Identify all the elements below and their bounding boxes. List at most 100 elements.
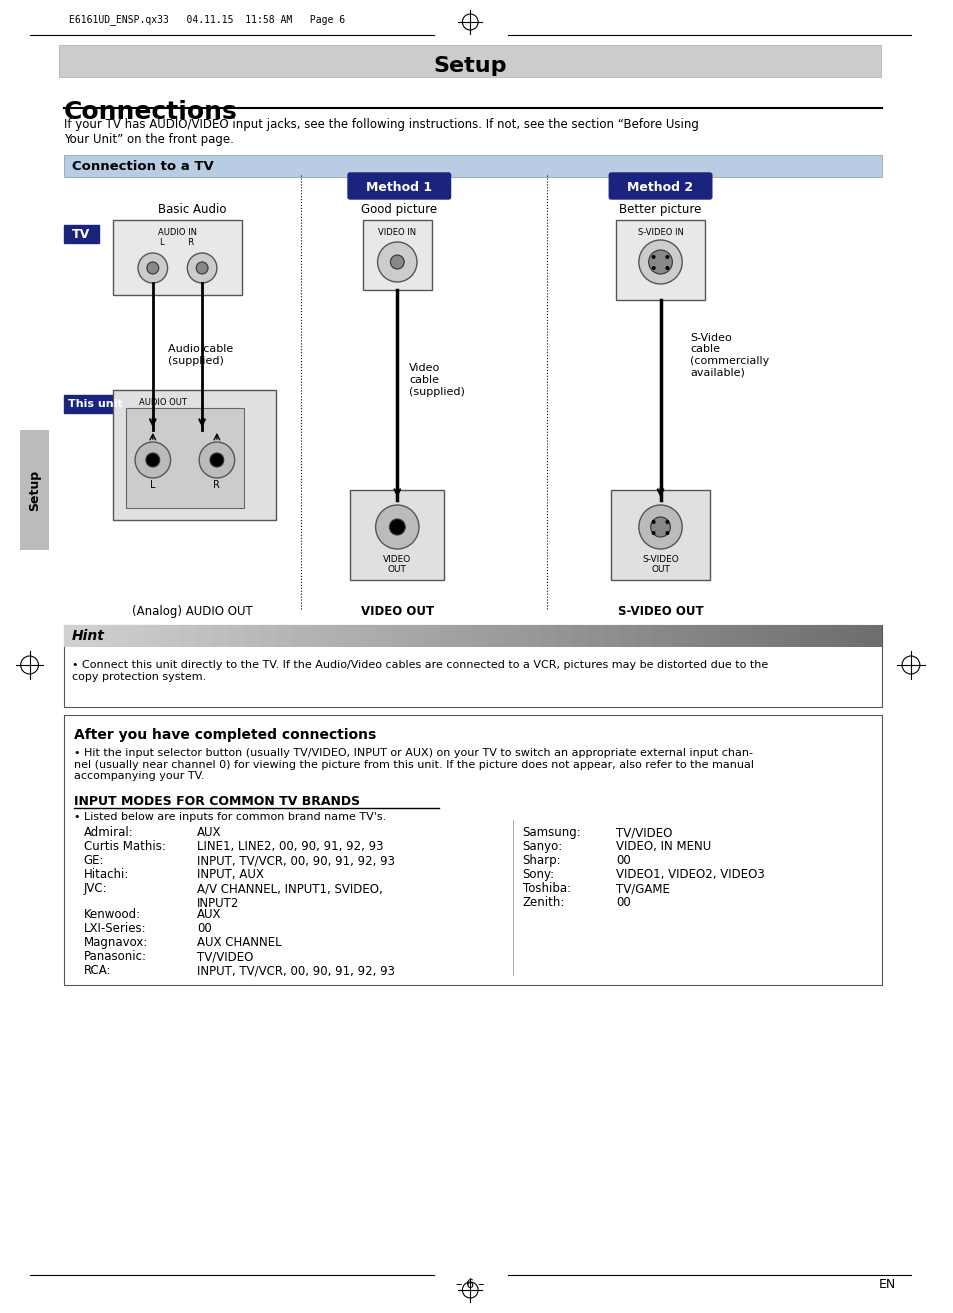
Text: Panasonic:: Panasonic: [84,951,147,962]
Bar [555,625,571,647]
Bar [64,225,98,243]
Bar [522,625,538,647]
Text: AUDIO IN
L         R: AUDIO IN L R [158,228,196,247]
Text: INPUT, TV/VCR, 00, 90, 91, 92, 93: INPUT, TV/VCR, 00, 90, 91, 92, 93 [197,853,395,867]
Text: AUX: AUX [197,909,221,920]
Text: Curtis Mathis:: Curtis Mathis: [84,840,166,853]
Bar [178,625,194,647]
Text: (Analog) AUDIO OUT: (Analog) AUDIO OUT [132,605,253,618]
Text: Connections: Connections [64,100,237,123]
Bar [701,625,718,647]
Text: 00: 00 [616,895,630,909]
Circle shape [210,453,224,467]
Bar [162,625,178,647]
Text: VIDEO
OUT: VIDEO OUT [383,555,411,574]
Circle shape [648,249,672,274]
Bar [603,625,619,647]
Text: Setup: Setup [433,56,506,76]
Bar [20,429,50,550]
Bar [260,625,276,647]
Text: LINE1, LINE2, 00, 90, 91, 92, 93: LINE1, LINE2, 00, 90, 91, 92, 93 [197,840,383,853]
Bar [244,625,260,647]
Bar [212,625,228,647]
Bar [783,625,800,647]
Text: Connection to a TV: Connection to a TV [71,159,213,172]
Text: If your TV has AUDIO/VIDEO input jacks, see the following instructions. If not, : If your TV has AUDIO/VIDEO input jacks, … [64,118,699,146]
Bar [375,625,391,647]
Bar [96,625,113,647]
Text: Basic Audio: Basic Audio [158,204,226,217]
Bar [718,625,735,647]
Circle shape [375,506,418,549]
Text: Sharp:: Sharp: [522,853,560,867]
Bar [456,625,473,647]
Text: INPUT, TV/VCR, 00, 90, 91, 92, 93: INPUT, TV/VCR, 00, 90, 91, 92, 93 [197,964,395,977]
Text: AUDIO OUT: AUDIO OUT [138,398,187,407]
Circle shape [665,530,669,534]
Bar [130,625,146,647]
Text: Toshiba:: Toshiba: [522,882,570,895]
Text: INPUT MODES FOR COMMON TV BRANDS: INPUT MODES FOR COMMON TV BRANDS [74,794,359,807]
Bar [489,625,505,647]
Bar [669,625,685,647]
Circle shape [651,255,655,259]
Circle shape [377,242,416,282]
Bar [326,625,342,647]
Text: LXI-Series:: LXI-Series: [84,922,146,935]
Circle shape [665,520,669,524]
Bar [59,45,881,77]
Text: S-Video
cable
(commercially
available): S-Video cable (commercially available) [689,332,768,377]
Bar [832,625,849,647]
Bar [800,625,816,647]
Bar [735,625,751,647]
Bar [440,625,456,647]
Circle shape [651,520,655,524]
Bar [358,625,375,647]
Circle shape [199,442,234,478]
Text: Method 2: Method 2 [627,180,693,193]
Bar [767,625,783,647]
Bar [64,625,882,647]
Text: TV: TV [71,227,90,240]
Bar [751,625,767,647]
Bar [64,395,128,414]
Bar [64,716,882,985]
FancyBboxPatch shape [609,173,711,200]
Text: Video
cable
(supplied): Video cable (supplied) [409,364,464,397]
Text: 00: 00 [197,922,212,935]
Bar [113,221,241,295]
Bar [126,408,244,508]
Text: Zenith:: Zenith: [522,895,564,909]
Text: S-VIDEO
OUT: S-VIDEO OUT [641,555,679,574]
Text: A/V CHANNEL, INPUT1, SVIDEO,
INPUT2: A/V CHANNEL, INPUT1, SVIDEO, INPUT2 [197,882,382,910]
Text: Sony:: Sony: [522,868,554,881]
Text: Samsung:: Samsung: [522,826,580,839]
Circle shape [196,263,208,274]
Bar [653,625,669,647]
Bar [538,625,555,647]
Circle shape [146,453,159,467]
Bar [293,625,309,647]
Text: AUX CHANNEL: AUX CHANNEL [197,936,281,949]
Text: Kenwood:: Kenwood: [84,909,141,920]
Text: JVC:: JVC: [84,882,108,895]
Bar [611,490,709,580]
Bar [816,625,832,647]
Bar [505,625,522,647]
Text: INPUT, AUX: INPUT, AUX [197,868,264,881]
Text: AUX: AUX [197,826,221,839]
Text: Good picture: Good picture [361,204,436,217]
Text: RCA:: RCA: [84,964,112,977]
Circle shape [390,255,404,269]
Bar [194,625,212,647]
Text: 00: 00 [616,853,630,867]
Text: TV/VIDEO: TV/VIDEO [197,951,253,962]
Circle shape [639,240,681,284]
Bar [342,625,358,647]
Bar [80,625,96,647]
Bar [276,625,293,647]
Text: VIDEO IN: VIDEO IN [377,228,416,238]
Circle shape [639,506,681,549]
Bar [637,625,653,647]
Text: S-VIDEO IN: S-VIDEO IN [637,228,682,238]
